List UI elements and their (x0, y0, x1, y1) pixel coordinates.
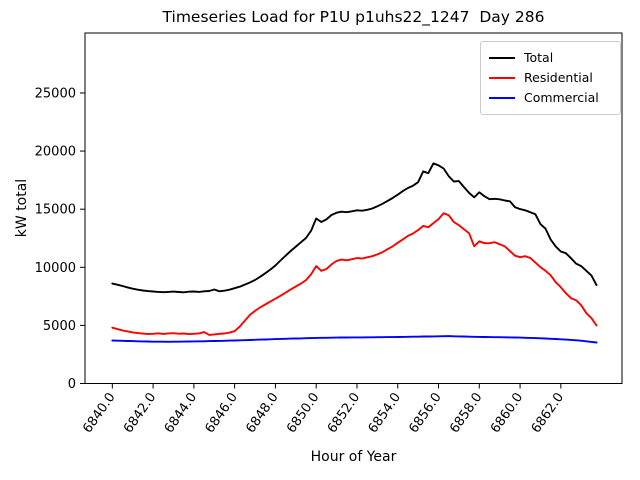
y-tick-label: 15000 (35, 203, 76, 218)
legend-label-residential: Residential (524, 70, 593, 85)
y-tick-label: 0 (68, 377, 76, 392)
x-tick-label: 6862.0 (529, 390, 567, 436)
x-tick-label: 6844.0 (162, 390, 200, 436)
y-tick-label: 20000 (35, 145, 76, 160)
x-tick-label: 6852.0 (325, 390, 363, 436)
series-line-residential (111, 212, 598, 336)
series-line-total (111, 162, 598, 294)
x-tick-label: 6856.0 (406, 390, 444, 436)
x-tick-label: 6846.0 (203, 390, 241, 436)
legend-row-residential: Residential (489, 68, 612, 88)
legend: Total Residential Commercial (480, 41, 621, 115)
x-tick-label: 6840.0 (80, 390, 118, 436)
x-tick-label: 6860.0 (488, 390, 526, 436)
legend-line-sample-total (489, 57, 515, 59)
x-tick-label: 6848.0 (243, 390, 281, 436)
y-tick-label: 25000 (35, 86, 76, 101)
legend-row-commercial: Commercial (489, 88, 612, 108)
axes-spines (84, 32, 623, 384)
y-tick-label: 10000 (35, 261, 76, 276)
series-line-commercial (111, 335, 598, 344)
x-tick-label: 6842.0 (121, 390, 159, 436)
x-tick-label: 6858.0 (447, 390, 485, 436)
legend-label-total: Total (524, 50, 554, 65)
legend-label-commercial: Commercial (524, 90, 599, 105)
chart-title: Timeseries Load for P1U p1uhs22_1247 Day… (162, 8, 545, 26)
legend-line-sample-residential (489, 77, 515, 79)
y-tick-label: 5000 (43, 319, 76, 334)
y-axis-label: kW total (14, 178, 30, 238)
legend-line-sample-commercial (489, 97, 515, 99)
x-tick-label: 6850.0 (284, 390, 322, 436)
x-tick-label: 6854.0 (366, 390, 404, 436)
legend-row-total: Total (489, 48, 612, 68)
x-axis-label: Hour of Year (310, 449, 397, 465)
